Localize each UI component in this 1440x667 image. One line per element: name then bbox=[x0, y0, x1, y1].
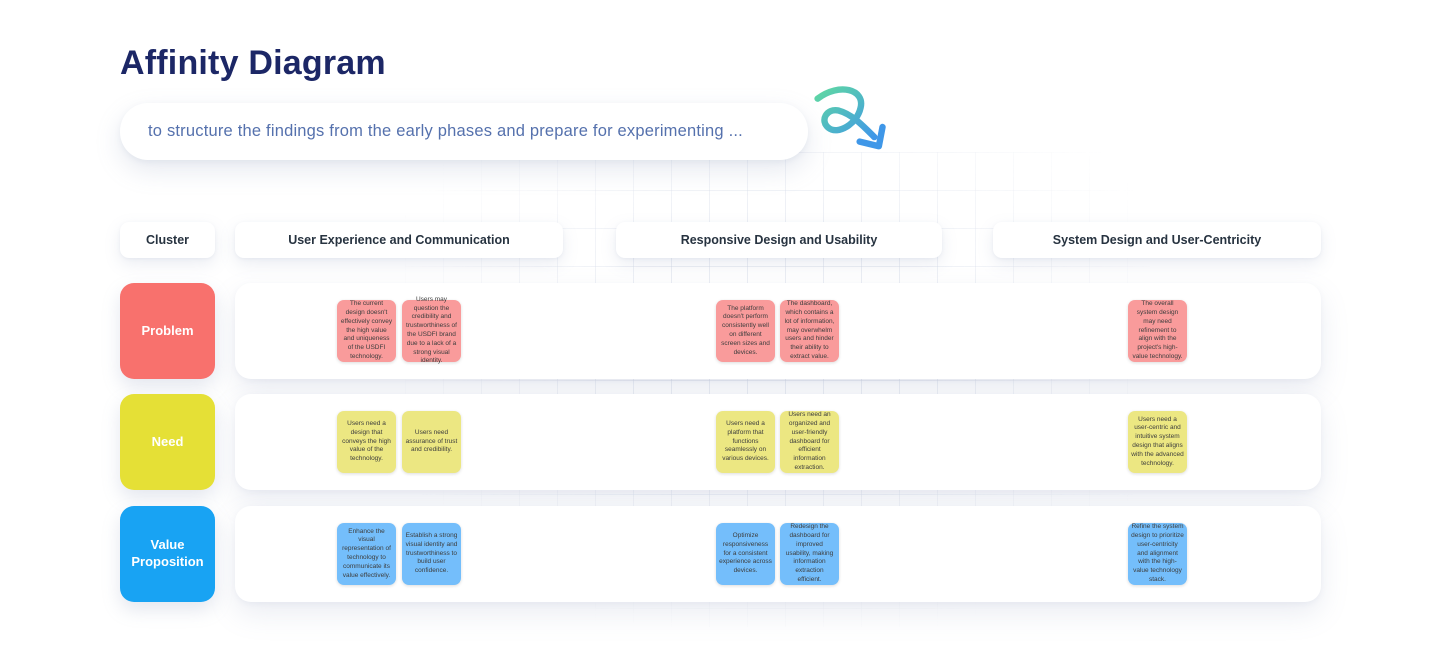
sticky-note-problem-2[interactable]: Users may question the credibility and t… bbox=[402, 296, 461, 364]
sticky-note-value-proposition-4[interactable]: Redesign the dashboard for improved usab… bbox=[780, 523, 839, 585]
cluster-header-chip[interactable]: Cluster bbox=[120, 222, 215, 258]
sticky-note-need-1[interactable]: Users need a design that conveys the hig… bbox=[337, 411, 396, 473]
sticky-note-need-5[interactable]: Users need a user-centric and intuitive … bbox=[1128, 411, 1187, 473]
row-label-need[interactable]: Need bbox=[120, 394, 215, 490]
page-title: Affinity Diagram bbox=[120, 44, 386, 82]
column-header-label: User Experience and Communication bbox=[288, 233, 510, 247]
column-header-responsive-design[interactable]: Responsive Design and Usability bbox=[616, 222, 942, 258]
column-header-label: System Design and User-Centricity bbox=[1052, 233, 1262, 247]
sticky-note-problem-3[interactable]: The platform doesn't perform consistentl… bbox=[716, 300, 775, 362]
sticky-note-value-proposition-2[interactable]: Establish a strong visual identity and t… bbox=[402, 523, 461, 585]
sticky-note-value-proposition-5[interactable]: Refine the system design to prioritize u… bbox=[1128, 523, 1187, 585]
sticky-note-problem-1[interactable]: The current design doesn't effectively c… bbox=[337, 300, 396, 362]
column-header-label: Responsive Design and Usability bbox=[680, 233, 878, 247]
sticky-note-need-3[interactable]: Users need a platform that functions sea… bbox=[716, 411, 775, 473]
sticky-note-need-2[interactable]: Users need assurance of trust and credib… bbox=[402, 411, 461, 473]
row-panel-value-proposition: Enhance the visual representation of tec… bbox=[235, 506, 1321, 602]
column-header-system-design[interactable]: System Design and User-Centricity bbox=[993, 222, 1321, 258]
sticky-note-problem-5[interactable]: The overall system design may need refin… bbox=[1128, 300, 1187, 362]
row-panel-need: Users need a design that conveys the hig… bbox=[235, 394, 1321, 490]
curly-arrow-icon bbox=[814, 86, 886, 150]
sticky-note-need-4[interactable]: Users need an organized and user-friendl… bbox=[780, 411, 839, 473]
row-label-value-proposition[interactable]: Value Proposition bbox=[120, 506, 215, 602]
row-panel-problem: The current design doesn't effectively c… bbox=[235, 283, 1321, 379]
sticky-note-problem-4[interactable]: The dashboard, which contains a lot of i… bbox=[780, 300, 839, 362]
sticky-note-value-proposition-1[interactable]: Enhance the visual representation of tec… bbox=[337, 523, 396, 585]
sticky-note-value-proposition-3[interactable]: Optimize responsiveness for a consistent… bbox=[716, 523, 775, 585]
row-label-problem[interactable]: Problem bbox=[120, 283, 215, 379]
subtitle-text-box[interactable]: to structure the findings from the early… bbox=[120, 103, 808, 160]
column-header-user-experience[interactable]: User Experience and Communication bbox=[235, 222, 563, 258]
subtitle-text: to structure the findings from the early… bbox=[148, 122, 743, 140]
cluster-header-label: Cluster bbox=[145, 233, 190, 247]
